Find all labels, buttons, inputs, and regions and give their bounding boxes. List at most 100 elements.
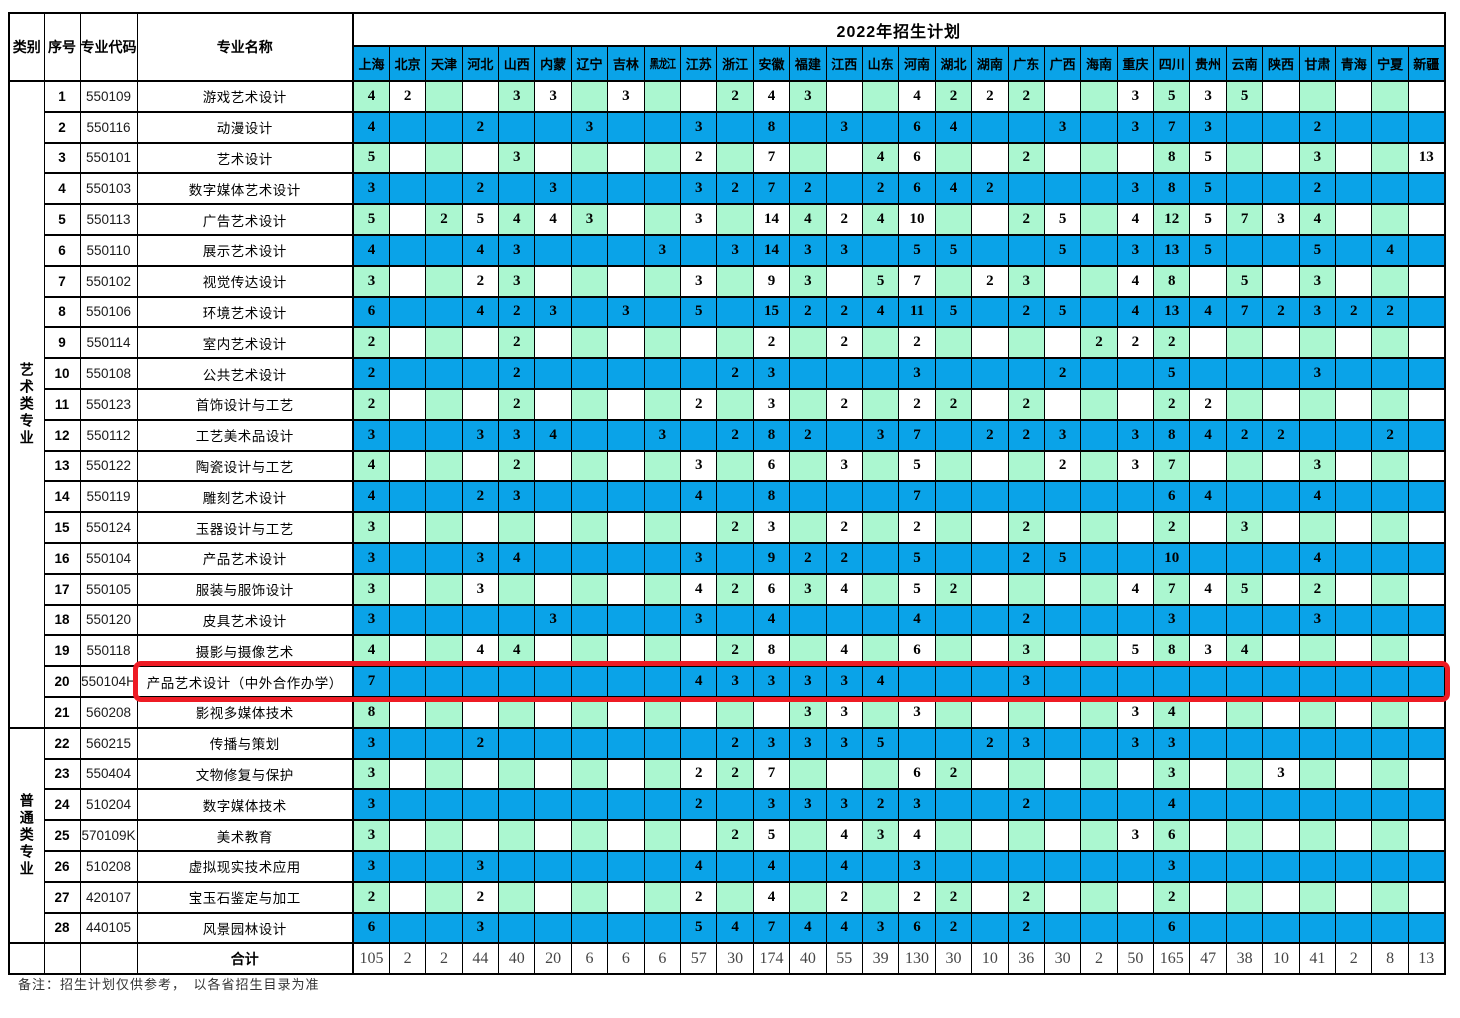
plan-cell: 3: [1298, 141, 1337, 175]
plan-cell: [607, 172, 645, 206]
plan-cell: [1335, 634, 1373, 668]
plan-cell: 3: [680, 172, 718, 206]
plan-cell: [1043, 665, 1082, 698]
plan-cell: 3: [752, 387, 791, 421]
plan-cell: [1371, 726, 1409, 760]
province-header-湖北: 湖北: [934, 45, 973, 82]
plan-cell: [1007, 849, 1045, 883]
plan-cell: [461, 80, 500, 113]
plan-cell: 4: [752, 80, 791, 113]
plan-cell: 10: [898, 203, 936, 236]
plan-cell: [1043, 695, 1082, 729]
plan-cell: [1116, 665, 1155, 698]
plan-cell: 13: [1407, 141, 1446, 175]
plan-cell: 2: [1007, 911, 1045, 945]
plan-cell: [1335, 449, 1373, 483]
major-code-cell: 550118: [79, 634, 138, 668]
plan-cell: [1043, 387, 1082, 421]
plan-cell: [1116, 757, 1155, 791]
plan-cell: 4: [825, 572, 863, 606]
plan-cell: [388, 387, 427, 421]
plan-cell: 3: [498, 233, 536, 267]
plan-cell: [1371, 357, 1409, 390]
plan-cell: [1335, 849, 1373, 883]
province-header-浙江: 浙江: [716, 45, 754, 82]
major-row-16: 16 550104 产品艺术设计 3 3 4 3 9 2 2 5 2 5 10 4: [9, 541, 1446, 575]
plan-cell: [1043, 819, 1082, 852]
plan-cell: [1335, 203, 1373, 236]
plan-cell: 10: [1153, 541, 1191, 575]
plan-cell: [1407, 80, 1446, 113]
plan-cell: 5: [1043, 203, 1082, 236]
province-header-山东: 山东: [861, 45, 900, 82]
plan-cell: 2: [352, 880, 390, 914]
plan-cell: [1225, 541, 1264, 575]
plan-cell: 3: [1007, 634, 1045, 668]
plan-cell: [716, 449, 754, 483]
plan-cell: 5: [898, 233, 936, 267]
plan-cell: [789, 110, 827, 144]
plan-cell: 4: [1371, 233, 1409, 267]
plan-cell: 7: [1225, 295, 1264, 329]
plan-cell: 3: [789, 572, 827, 606]
plan-cell: 2: [1153, 326, 1191, 360]
serial-cell: 25: [43, 819, 81, 852]
plan-cell: [570, 665, 609, 698]
plan-cell: 2: [498, 326, 536, 360]
plan-cell: [971, 572, 1009, 606]
province-header-内蒙: 内蒙: [534, 45, 572, 82]
plan-cell: 2: [825, 295, 863, 329]
plan-cell: [534, 849, 572, 883]
plan-cell: [1043, 788, 1082, 822]
plan-cell: [1080, 603, 1118, 637]
plan-cell: [680, 80, 718, 113]
plan-cell: [861, 757, 900, 791]
plan-cell: 3: [789, 788, 827, 822]
plan-cell: [1262, 819, 1300, 852]
plan-cell: [534, 357, 572, 390]
plan-cell: 3: [752, 665, 791, 698]
plan-cell: 2: [716, 634, 754, 668]
plan-cell: 3: [1298, 357, 1337, 390]
plan-cell: 4: [461, 295, 500, 329]
category-label: 普通类专业: [8, 726, 45, 945]
plan-cell: [1335, 110, 1373, 144]
plan-cell: 2: [352, 357, 390, 390]
plan-cell: [1407, 326, 1446, 360]
major-code-cell: 550113: [79, 203, 138, 236]
plan-cell: [1007, 326, 1045, 360]
plan-cell: 2: [861, 788, 900, 822]
plan-cell: 4: [680, 665, 718, 698]
plan-cell: [1371, 141, 1409, 175]
plan-cell: [1262, 449, 1300, 483]
plan-cell: 3: [534, 172, 572, 206]
plan-cell: 4: [934, 110, 973, 144]
plan-cell: [934, 634, 973, 668]
plan-cell: [570, 603, 609, 637]
plan-cell: 3: [1116, 418, 1155, 452]
plan-cell: [425, 264, 463, 298]
plan-cell: [680, 233, 718, 267]
plan-cell: 2: [1007, 418, 1045, 452]
plan-cell: 5: [1153, 80, 1191, 113]
plan-cell: [1189, 357, 1227, 390]
plan-cell: [934, 541, 973, 575]
plan-cell: [1007, 233, 1045, 267]
plan-cell: 3: [752, 726, 791, 760]
plan-cell: [1043, 880, 1082, 914]
major-row-5: 5 550113 广告艺术设计 5 2 5 4 4 3 3 14 4 2 4 10 2 5 4 12 5 7 3 4: [9, 203, 1446, 236]
plan-cell: 2: [789, 418, 827, 452]
plan-cell: [425, 387, 463, 421]
plan-cell: 3: [1007, 665, 1045, 698]
plan-cell: 5: [1189, 233, 1227, 267]
plan-cell: [1407, 511, 1446, 544]
plan-cell: [1262, 326, 1300, 360]
plan-cell: [1407, 849, 1446, 883]
plan-cell: 6: [898, 110, 936, 144]
plan-cell: 7: [352, 665, 390, 698]
plan-cell: [643, 326, 682, 360]
plan-cell: 3: [825, 726, 863, 760]
plan-cell: 4: [498, 541, 536, 575]
serial-cell: 5: [43, 203, 81, 236]
plan-cell: [1116, 880, 1155, 914]
